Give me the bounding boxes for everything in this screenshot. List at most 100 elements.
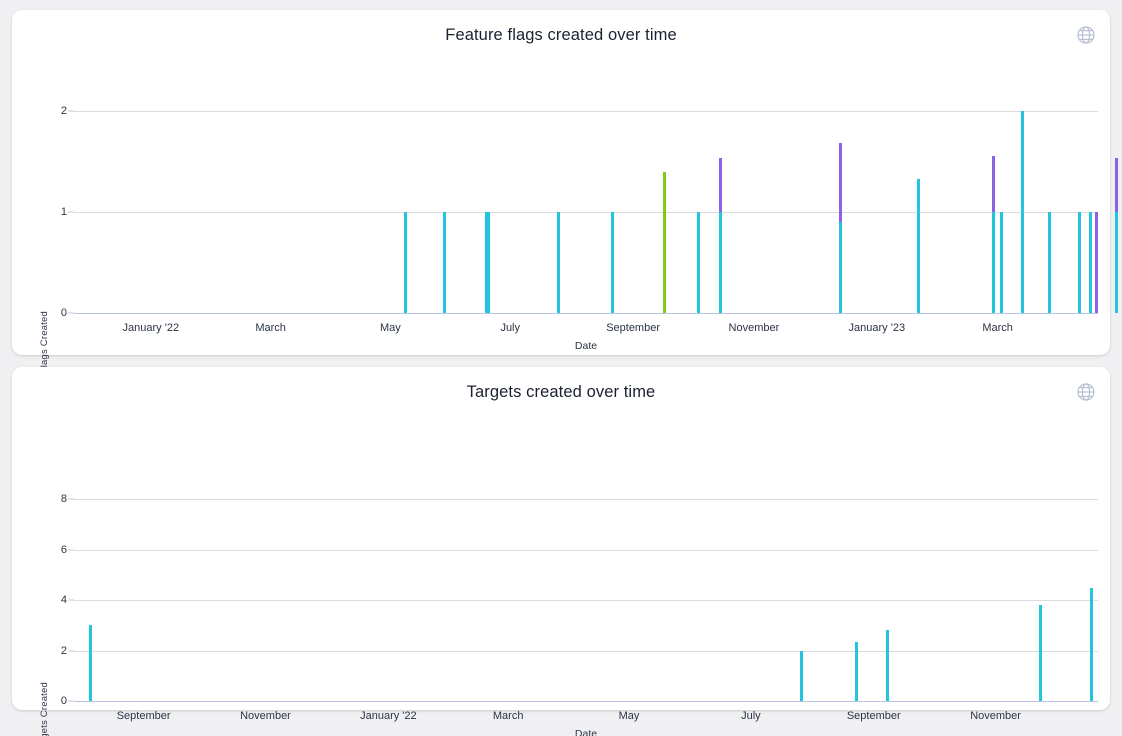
bar[interactable]	[1090, 587, 1094, 701]
x-axis-line	[74, 313, 1098, 314]
bar[interactable]	[88, 625, 92, 701]
bar[interactable]	[1078, 212, 1082, 313]
bar-segment-boolean	[839, 222, 843, 313]
y-axis-label-targets: No. of Targets Created	[39, 682, 50, 736]
x-axis-line	[74, 701, 1098, 702]
bar[interactable]	[992, 156, 996, 313]
bar[interactable]	[885, 630, 889, 701]
y-axis-tick-mark	[68, 312, 74, 314]
y-axis-tick-label: 0	[60, 695, 67, 707]
x-axis-tick-label: January '22	[122, 322, 180, 334]
x-axis-tick-label: March	[492, 710, 524, 722]
bar-segment-targets	[1090, 587, 1094, 701]
gridline	[74, 650, 1098, 652]
y-axis-tick-mark	[68, 498, 74, 500]
y-axis-tick-mark	[68, 700, 74, 702]
bar[interactable]	[1089, 212, 1093, 313]
bar-segment-string	[992, 156, 996, 212]
bar[interactable]	[443, 212, 447, 313]
x-axis-tick-label: January '22	[360, 710, 417, 722]
page-title: Feature flags created over time	[445, 26, 677, 44]
bar-segment-boolean	[485, 212, 491, 313]
globe-icon[interactable]	[1074, 23, 1098, 47]
y-axis-tick-label: 1	[60, 206, 67, 218]
x-axis-tick-label: January '23	[848, 322, 906, 334]
x-axis-tick-label: March	[255, 322, 286, 334]
x-axis-tick-label: September	[846, 710, 901, 722]
gridline	[74, 212, 1098, 213]
bar-segment-boolean	[1048, 212, 1052, 313]
bar-segment-boolean	[917, 178, 921, 313]
bar[interactable]	[854, 641, 858, 701]
x-axis-tick-label: November	[970, 710, 1021, 722]
bar[interactable]	[1095, 212, 1099, 313]
bar[interactable]	[917, 178, 921, 313]
page-title-targets: Targets created over time	[466, 383, 656, 401]
bar[interactable]	[404, 212, 408, 313]
bar[interactable]	[839, 143, 843, 313]
bar-segment-boolean	[1089, 212, 1093, 313]
x-axis-label: Date	[574, 728, 598, 736]
x-axis-tick-label: November	[728, 322, 780, 334]
bar[interactable]	[1048, 212, 1052, 313]
x-axis-tick-label: September	[606, 322, 660, 334]
y-axis-tick-mark	[68, 211, 74, 213]
y-axis-tick-label: 2	[60, 105, 67, 117]
x-axis-tick-label: July	[500, 322, 520, 334]
x-axis-tick-label: May	[618, 710, 640, 722]
y-axis-tick-label: 0	[60, 307, 67, 319]
y-axis-tick-mark	[68, 110, 74, 112]
bar-segment-boolean	[443, 212, 447, 313]
bar-segment-boolean	[1078, 212, 1082, 313]
bar[interactable]	[1114, 158, 1118, 313]
gridline	[74, 499, 1098, 501]
feature-flags-chart-card: Feature flags created over time No. of F…	[12, 10, 1118, 440]
y-axis-label-flags: No. of Feature Flags Created	[28, 103, 50, 440]
bar-segment-string	[718, 158, 722, 212]
gridline	[74, 549, 1098, 551]
y-axis-tick-mark	[68, 650, 74, 652]
bar-segment-boolean	[556, 212, 560, 313]
gridline	[74, 600, 1098, 602]
bar[interactable]	[799, 650, 803, 701]
bar-segment-string	[1095, 212, 1099, 313]
bar-segment-boolean	[718, 212, 722, 313]
bar[interactable]	[556, 212, 560, 313]
bar[interactable]	[663, 171, 667, 313]
bar-segment-boolean	[1020, 111, 1024, 313]
bar-segment-targets	[1039, 605, 1043, 701]
y-axis-tick-label: 2	[60, 644, 67, 657]
bar[interactable]	[1020, 111, 1024, 313]
bar-segment-boolean	[1000, 212, 1004, 313]
x-axis-tick-label: May	[380, 322, 401, 334]
x-axis-tick-label: March	[982, 322, 1013, 334]
globe-icon[interactable]	[1074, 380, 1098, 404]
feature-flags-plot: 0 1 2 January '22 March May July September Novem…	[61, 105, 1118, 352]
bar-segment-targets	[88, 625, 92, 701]
bar-segment-targets	[854, 641, 858, 701]
targets-chart-card: Targets created over time No. of Targets…	[12, 367, 1110, 736]
bar-segment-targets	[799, 650, 803, 701]
x-axis-tick-label: November	[240, 710, 291, 722]
y-axis-tick-mark	[68, 549, 74, 551]
bar-segment-boolean	[992, 212, 996, 313]
targets-plot: 0 2 4 6 8 September November January '22 March Ma…	[61, 464, 1098, 736]
y-axis-tick-label: 4	[60, 594, 67, 607]
bar[interactable]	[718, 158, 722, 313]
gridline	[74, 111, 1098, 112]
y-axis-tick-mark	[68, 599, 74, 601]
bar-segment-targets	[885, 630, 889, 701]
bar[interactable]	[697, 212, 701, 313]
bar[interactable]	[1000, 212, 1004, 313]
y-axis-tick-label: 6	[60, 543, 67, 556]
x-axis-tick-label: July	[741, 710, 761, 722]
bar[interactable]	[1039, 605, 1043, 701]
y-axis-tick-label: 8	[60, 493, 67, 506]
bar-segment-boolean	[611, 212, 615, 313]
bar-segment-string	[839, 143, 843, 223]
bar-segment-string	[1114, 158, 1118, 212]
bar-segment-boolean	[1114, 212, 1118, 313]
bar[interactable]	[485, 212, 491, 313]
bar[interactable]	[611, 212, 615, 313]
